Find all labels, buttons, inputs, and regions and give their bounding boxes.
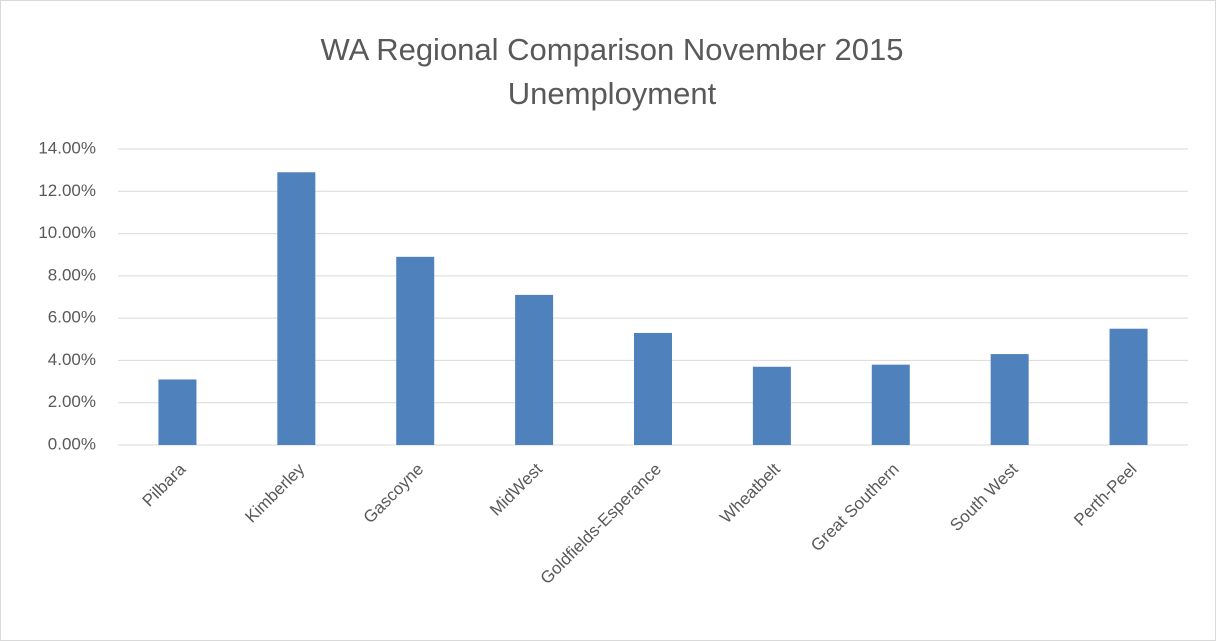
y-tick-label: 10.00% [38, 223, 96, 242]
y-tick-label: 2.00% [48, 392, 96, 411]
bar [158, 379, 197, 445]
y-tick-label: 14.00% [38, 138, 96, 157]
bar [277, 172, 316, 445]
bar [990, 354, 1029, 445]
bar [634, 332, 672, 445]
bar [871, 364, 910, 445]
bar [1109, 328, 1148, 445]
bar [396, 256, 435, 445]
chart-title: WA Regional Comparison November 2015 [321, 32, 904, 67]
y-tick-label: 6.00% [48, 308, 96, 327]
y-tick-label: 8.00% [48, 265, 96, 284]
chart-title: Unemployment [508, 76, 717, 111]
bar [752, 366, 791, 445]
bar [515, 294, 554, 445]
y-tick-label: 0.00% [48, 434, 96, 453]
y-tick-label: 12.00% [38, 181, 96, 200]
y-tick-label: 4.00% [48, 350, 96, 369]
